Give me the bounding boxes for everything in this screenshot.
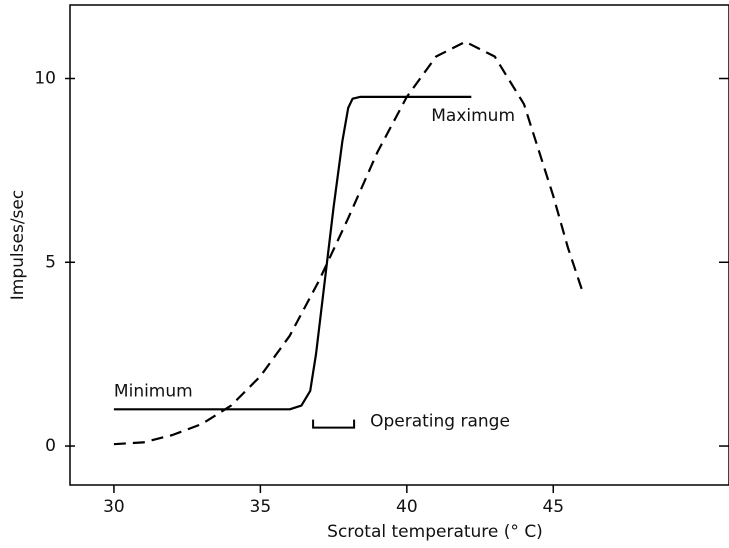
operating-range-bracket [312,419,356,429]
y-tick-label: 5 [45,252,56,272]
y-tick-label: 10 [34,69,56,89]
x-tick-label: 40 [396,497,418,517]
x-tick-label: 30 [103,497,125,517]
y-tick-label: 0 [45,436,56,456]
series-line [113,40,584,446]
plot-frame [69,4,729,486]
x-axis-label: Scrotal temperature (° C) [327,522,543,542]
annotation-minimum: Minimum [114,381,193,401]
x-tick-label: 35 [250,497,272,517]
series-line [113,95,472,411]
y-axis-label: Impulses/sec [8,190,28,300]
annotation-maximum: Maximum [431,106,515,126]
x-tick-label: 45 [542,497,564,517]
operating-range-label: Operating range [370,412,510,432]
